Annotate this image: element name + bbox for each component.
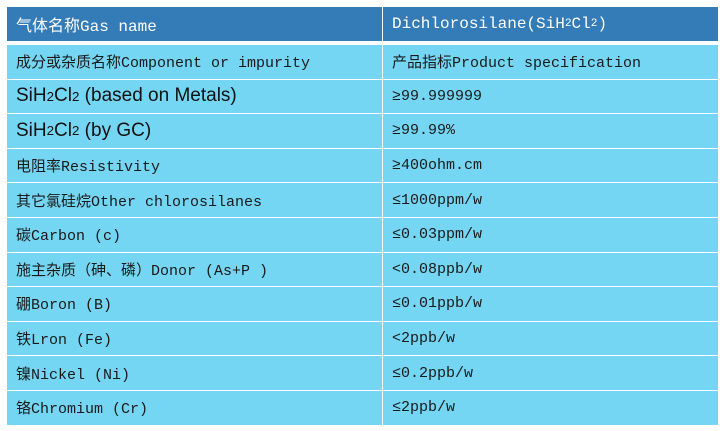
table-subheader-row: 成分或杂质名称Component or impurity 产品指标Product…	[7, 45, 718, 80]
component-header: 成分或杂质名称Component or impurity	[7, 45, 383, 79]
text: Cl	[54, 119, 72, 141]
text: SiH	[16, 85, 47, 107]
table-row: 碳Carbon (c) ≤0.03ppm/w	[7, 217, 718, 253]
specification-value: ≥400ohm.cm	[392, 157, 483, 175]
component-name: SiH 2 Cl 2 (by GC)	[7, 114, 383, 148]
text: (based on Metals)	[79, 85, 237, 107]
specification-value: ≤2ppb/w	[392, 399, 456, 417]
text: Dichlorosilane(SiH	[392, 15, 565, 33]
table-row: 其它氯硅烷Other chlorosilanes ≤1000ppm/w	[7, 183, 718, 218]
table-row: SiH 2 Cl 2 (based on Metals) ≥99.999999	[7, 79, 718, 115]
table-row: 硼Boron (B) ≤0.01ppb/w	[7, 287, 718, 322]
specification-value: ≥99.999999	[392, 87, 483, 105]
text: Cl	[54, 85, 72, 107]
subscript: 2	[71, 88, 80, 104]
table-row: 镍Nickel (Ni) ≤0.2ppb/w	[7, 356, 718, 391]
table-row: 铁Lron (Fe) <2ppb/w	[7, 321, 718, 357]
text: )	[597, 15, 608, 33]
specification-value: <2ppb/w	[392, 330, 456, 348]
component-name: 硼Boron (B)	[7, 287, 383, 321]
subscript: 2	[590, 18, 598, 30]
table-row: SiH 2 Cl 2 (by GC) ≥99.99%	[7, 114, 718, 149]
specification-value: ≤0.2ppb/w	[392, 364, 474, 382]
subscript: 2	[46, 123, 55, 139]
text: SiH	[16, 119, 47, 141]
specification-value: ≤1000ppm/w	[392, 191, 483, 209]
component-name: SiH 2 Cl 2 (based on Metals)	[7, 79, 383, 114]
header-gas-name: 气体名称Gas name	[7, 7, 383, 41]
component-name: 施主杂质（砷、磷）Donor (As+P )	[7, 252, 383, 287]
table-row: 施主杂质（砷、磷）Donor (As+P ) <0.08ppb/w	[7, 252, 718, 288]
subscript: 2	[564, 18, 572, 30]
text: Cl	[571, 15, 591, 33]
header-gas-value: Dichlorosilane(SiH 2 Cl 2)	[383, 7, 718, 41]
table-row: 铬Chromium (Cr) ≤2ppb/w	[7, 390, 718, 426]
component-name: 其它氯硅烷Other chlorosilanes	[7, 183, 383, 217]
specification-value: ≤0.03ppm/w	[392, 226, 483, 244]
component-name: 碳Carbon (c)	[7, 217, 383, 252]
subscript: 2	[71, 123, 80, 139]
text: (by GC)	[79, 119, 152, 141]
component-name: 铬Chromium (Cr)	[7, 390, 383, 425]
component-name: 镍Nickel (Ni)	[7, 356, 383, 390]
specification-value: ≥99.99%	[392, 122, 456, 140]
specification-table: 气体名称Gas name Dichlorosilane(SiH 2 Cl 2) 成分或…	[7, 7, 718, 426]
specification-value: ≤0.01ppb/w	[392, 295, 483, 313]
component-name: 电阻率Resistivity	[7, 148, 383, 183]
table-row: 电阻率Resistivity ≥400ohm.cm	[7, 148, 718, 184]
specification-value: <0.08ppb/w	[392, 260, 483, 278]
table-header-row: 气体名称Gas name Dichlorosilane(SiH 2 Cl 2)	[7, 7, 718, 45]
subscript: 2	[46, 88, 55, 104]
component-name: 铁Lron (Fe)	[7, 321, 383, 356]
specification-header: 产品指标Product specification	[392, 55, 642, 73]
